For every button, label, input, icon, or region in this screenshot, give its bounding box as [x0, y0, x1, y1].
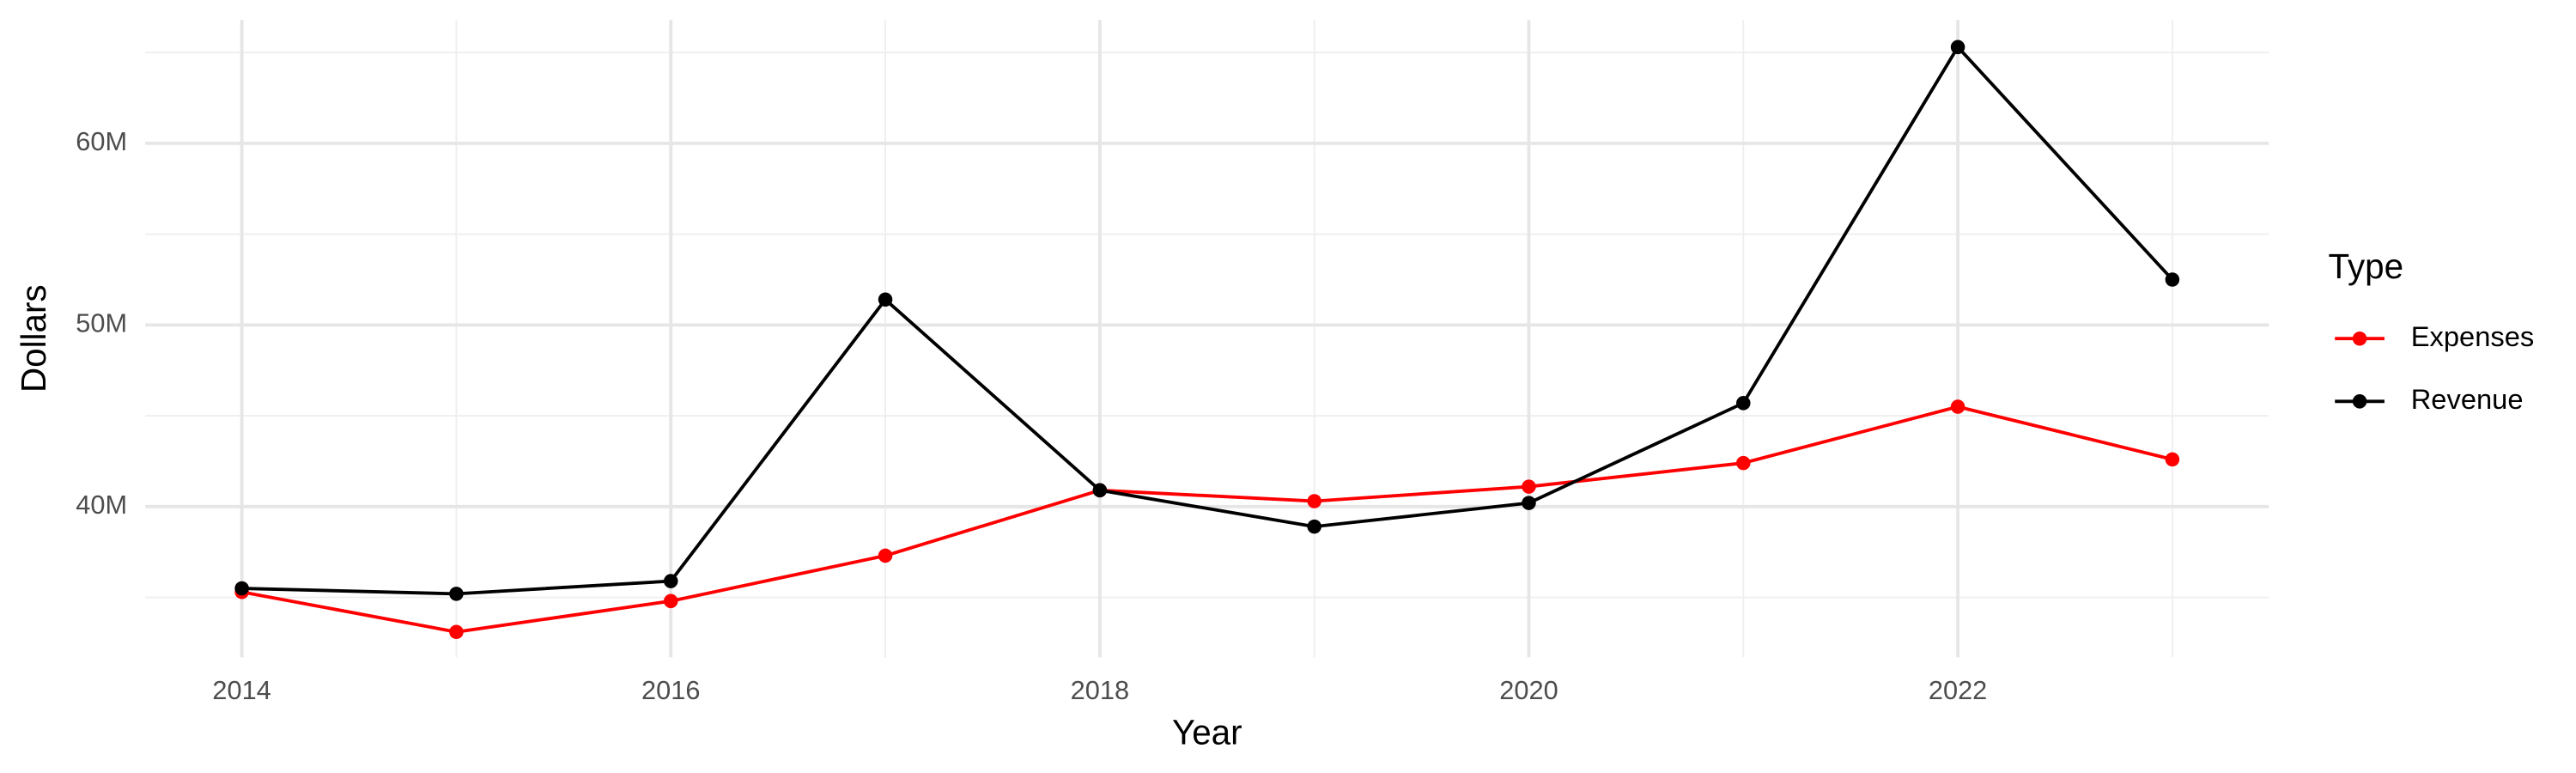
- x-tick-label: 2020: [1499, 675, 1558, 705]
- data-point: [663, 574, 678, 588]
- legend-label: Expenses: [2411, 320, 2535, 352]
- data-point: [878, 292, 893, 307]
- data-point: [2165, 272, 2180, 287]
- legend-title: Type: [2329, 247, 2404, 286]
- data-point: [878, 548, 893, 563]
- data-point: [1522, 496, 1536, 510]
- data-point: [1307, 519, 1321, 534]
- data-point: [1522, 479, 1536, 494]
- legend-key-point: [2352, 394, 2367, 409]
- legend-label: Revenue: [2411, 383, 2524, 415]
- data-point: [1307, 494, 1321, 508]
- x-tick-label: 2018: [1071, 675, 1129, 705]
- series-line: [241, 405, 2173, 634]
- y-axis-title: Dollars: [14, 284, 53, 393]
- series-line: [241, 44, 2174, 596]
- data-point: [1736, 455, 1751, 471]
- data-point: [2165, 452, 2180, 467]
- x-axis-title: Year: [1172, 712, 1242, 752]
- y-tick-label: 50M: [76, 307, 127, 338]
- legend-key-point: [2352, 331, 2367, 346]
- x-tick-label: 2022: [1929, 675, 1987, 705]
- data-point: [663, 593, 678, 609]
- data-point: [1092, 483, 1108, 498]
- data-point: [1950, 399, 1965, 414]
- x-tick-label: 2016: [641, 675, 700, 705]
- data-point: [1950, 40, 1965, 55]
- y-tick-label: 40M: [76, 490, 127, 520]
- data-point: [449, 587, 464, 601]
- data-point: [1736, 396, 1751, 411]
- data-point: [234, 581, 249, 596]
- data-point: [449, 624, 464, 640]
- x-tick-label: 2014: [212, 675, 270, 705]
- y-tick-label: 60M: [76, 126, 127, 156]
